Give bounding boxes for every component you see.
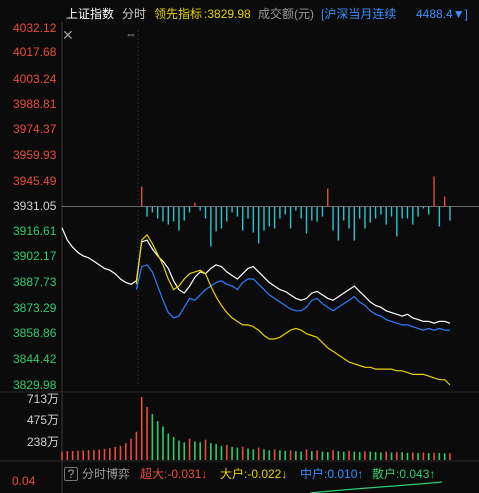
price-tick: 3829.98: [13, 378, 57, 392]
close-icon[interactable]: ✕: [62, 27, 74, 43]
price-line: [61, 227, 451, 324]
tab-intraday[interactable]: 分时: [122, 7, 147, 21]
leader-indicator-label: 领先指标: [154, 7, 203, 21]
price-tick: 3844.42: [13, 352, 57, 366]
price-tick: 3873.29: [13, 301, 57, 315]
average-line: [135, 264, 450, 331]
capital-flow-bar: ? 分时博弈 超大:-0.031↓ 大户:-0.022↓ 中户:0.010↑ 散…: [62, 463, 479, 481]
leader-indicator-value: :3829.98: [204, 7, 251, 21]
large-flow: 大户:-0.022↓: [220, 467, 288, 481]
flow-title: 分时博弈: [82, 467, 131, 481]
price-reference: 3931.05: [13, 199, 57, 213]
resize-cursor-icon: ⇔: [125, 27, 137, 41]
price-tick: 4003.24: [13, 72, 57, 86]
volume-tick: 713万: [27, 392, 60, 406]
contract-value[interactable]: 4488.4▼]: [416, 7, 468, 21]
flow-axis-value: 0.04: [12, 474, 36, 488]
price-tick: 3902.17: [13, 249, 57, 263]
volume-tick: 238万: [27, 435, 60, 449]
price-tick: 3887.73: [13, 275, 57, 289]
price-tick: 3945.49: [13, 174, 57, 188]
price-tick: 3974.37: [13, 122, 57, 136]
price-tick: 3858.86: [13, 326, 57, 340]
price-tick: 3959.93: [13, 148, 57, 162]
price-tick: 3916.61: [13, 224, 57, 238]
retail-flow: 散户:0.043↑: [372, 467, 436, 481]
leader-line: [135, 233, 451, 386]
price-tick: 3988.81: [13, 97, 57, 111]
price-tick: 4032.12: [13, 21, 57, 35]
flow-line: [309, 481, 443, 493]
price-tick: 4017.68: [13, 45, 57, 59]
super-large-flow: 超大:-0.031↓: [140, 467, 208, 481]
contract-label[interactable]: [沪深当月连续: [321, 7, 397, 21]
chart-header: 上证指数 分时 领先指标 :3829.98 成交额(元) [沪深当月连续 448…: [0, 0, 479, 26]
index-name[interactable]: 上证指数: [66, 7, 115, 21]
medium-flow: 中户:0.010↑: [300, 467, 364, 481]
volume-label: 成交额(元): [258, 7, 314, 21]
volume-tick: 475万: [27, 413, 60, 427]
